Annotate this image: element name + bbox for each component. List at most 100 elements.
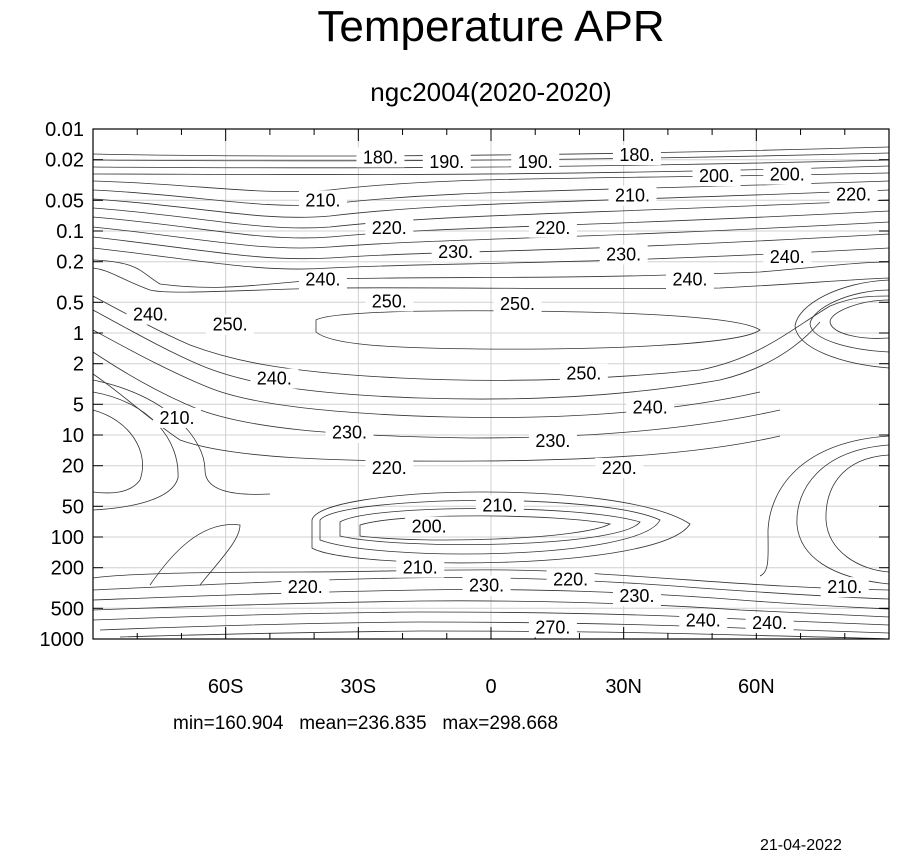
contour-label: 230. bbox=[332, 423, 367, 443]
contour-lines bbox=[92, 146, 890, 640]
contour-label-bg bbox=[666, 269, 714, 290]
contour-label-bg bbox=[528, 617, 577, 638]
contour-label-bg bbox=[298, 190, 347, 211]
contour-label: 240. bbox=[133, 305, 168, 325]
contour-label-bg bbox=[405, 516, 454, 537]
contour-label: 240. bbox=[686, 611, 721, 631]
contour-label-bg bbox=[829, 184, 878, 205]
contour-label-bg bbox=[820, 577, 869, 598]
y-tick-label: 500 bbox=[51, 598, 84, 620]
contour-label: 250. bbox=[500, 294, 535, 314]
contour-label: 240. bbox=[257, 369, 292, 389]
contour-label-bg bbox=[396, 557, 445, 578]
contour-label: 240. bbox=[770, 247, 805, 267]
contour-label: 240. bbox=[672, 270, 707, 290]
contour-label: 230. bbox=[535, 431, 570, 451]
contour-label: 180. bbox=[363, 147, 398, 167]
contour-label: 230. bbox=[469, 576, 504, 596]
chart-title: Temperature APR bbox=[317, 2, 665, 51]
contour-label-bg bbox=[599, 244, 648, 265]
contour-label-bg bbox=[365, 217, 414, 238]
y-tick-label: 1 bbox=[73, 323, 84, 345]
contour-label-bg bbox=[298, 269, 347, 290]
contour-label: 180. bbox=[619, 145, 654, 165]
contour-label: 210. bbox=[159, 408, 194, 428]
y-tick-labels: 0.01 0.02 0.05 0.1 0.2 0.5 1 2 5 10 20 50 100 200 500 1… bbox=[40, 119, 85, 651]
y-tick-label: 2 bbox=[73, 354, 84, 376]
contour-label-bg bbox=[475, 495, 524, 516]
contour-label: 210. bbox=[305, 190, 340, 210]
y-tick-label: 0.2 bbox=[56, 252, 84, 274]
y-tick-label: 20 bbox=[62, 456, 84, 478]
contour-label: 220. bbox=[372, 458, 407, 478]
contour-label: 240. bbox=[752, 613, 787, 633]
x-tick-label: 30N bbox=[605, 676, 642, 698]
x-tick-label: 30S bbox=[341, 676, 377, 698]
contour-label: 210. bbox=[827, 577, 862, 597]
contour-label: 240. bbox=[305, 270, 340, 290]
y-tick-label: 1000 bbox=[40, 629, 85, 651]
y-tick-label: 200 bbox=[51, 558, 84, 580]
contour-label: 250. bbox=[372, 291, 407, 311]
contour-label: 200. bbox=[770, 165, 805, 185]
contour-label-bg bbox=[511, 151, 560, 172]
contour-label-bg bbox=[595, 457, 644, 478]
contour-label-bg bbox=[462, 575, 511, 596]
contour-label-bg bbox=[153, 407, 202, 428]
contour-labels: 180. 190. 190. 180. 200. 200. 210. 210. 220. 220.… bbox=[126, 145, 878, 638]
contour-label-bg bbox=[422, 151, 471, 172]
contour-label-bg bbox=[206, 314, 255, 335]
contour-label: 270. bbox=[535, 617, 570, 637]
contour-label: 230. bbox=[619, 586, 654, 606]
x-tick-labels: 60S 30S 0 30N 60N bbox=[208, 676, 775, 698]
contour-label: 250. bbox=[213, 315, 248, 335]
contour-label: 220. bbox=[372, 218, 407, 238]
axis-ticks bbox=[93, 128, 889, 640]
contour-label-bg bbox=[431, 241, 480, 262]
contour-label-bg bbox=[528, 217, 577, 238]
contour-label-bg bbox=[612, 586, 661, 607]
x-tick-label: 60N bbox=[738, 676, 775, 698]
contour-label: 220. bbox=[836, 185, 871, 205]
contour-label: 250. bbox=[566, 364, 601, 384]
contour-label-bg bbox=[763, 164, 812, 185]
contour-label: 230. bbox=[438, 242, 473, 262]
contour-label: 220. bbox=[602, 458, 637, 478]
x-tick-label: 0 bbox=[485, 676, 496, 698]
contour-label-bg bbox=[612, 145, 661, 166]
contour-label-bg bbox=[559, 363, 608, 384]
contour-label-bg bbox=[763, 247, 812, 268]
contour-label-bg bbox=[546, 569, 595, 590]
contour-label-bg bbox=[626, 397, 675, 418]
contour-label: 210. bbox=[403, 558, 438, 578]
contour-label: 230. bbox=[606, 245, 641, 265]
contour-label: 200. bbox=[412, 517, 447, 537]
contour-label: 200. bbox=[699, 166, 734, 186]
date-stamp: 21-04-2022 bbox=[760, 837, 842, 854]
y-tick-label: 0.02 bbox=[45, 150, 84, 172]
y-tick-label: 50 bbox=[62, 496, 84, 518]
contour-label: 220. bbox=[553, 569, 588, 589]
chart-subtitle: ngc2004(2020-2020) bbox=[370, 77, 612, 107]
contour-label: 210. bbox=[615, 186, 650, 206]
contour-label-bg bbox=[250, 368, 299, 389]
y-tick-label: 100 bbox=[51, 527, 84, 549]
contour-label: 190. bbox=[429, 152, 464, 172]
contour-label-bg bbox=[692, 166, 741, 187]
contour-label: 240. bbox=[633, 398, 668, 418]
contour-label-bg bbox=[356, 147, 405, 168]
contour-label-bg bbox=[281, 577, 330, 598]
contour-label-bg bbox=[365, 457, 414, 478]
y-tick-label: 0.01 bbox=[45, 119, 84, 141]
contour-label-bg bbox=[126, 304, 175, 325]
y-tick-label: 0.5 bbox=[56, 292, 84, 314]
contour-label-bg bbox=[365, 291, 414, 312]
contour-label-bg bbox=[528, 431, 577, 452]
contour-label-bg bbox=[608, 185, 657, 206]
contour-label-bg bbox=[679, 610, 728, 631]
contour-label: 190. bbox=[518, 152, 553, 172]
contour-label-bg bbox=[493, 294, 542, 315]
contour-label-bg bbox=[745, 613, 794, 634]
contour-label: 220. bbox=[288, 577, 323, 597]
contour-label: 210. bbox=[482, 495, 517, 515]
